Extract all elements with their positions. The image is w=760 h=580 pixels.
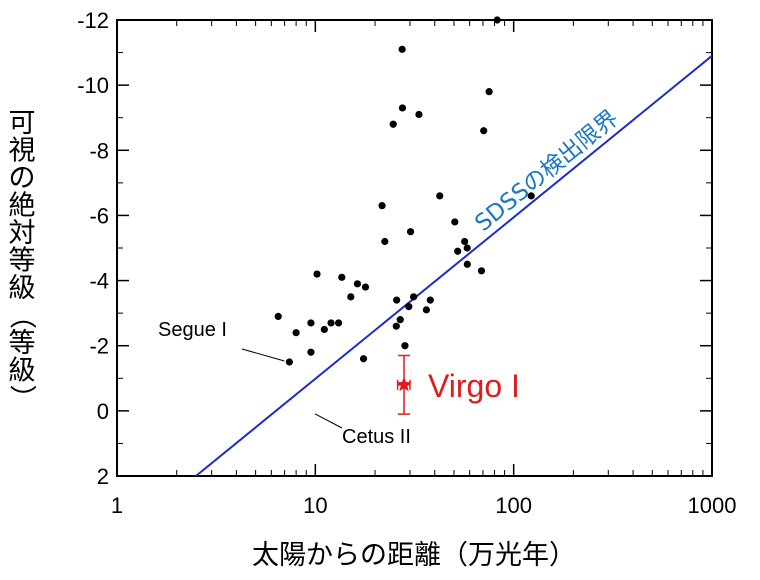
data-point [381, 237, 389, 246]
y-axis-title-char: 級 [9, 356, 36, 387]
data-point [320, 325, 328, 334]
y-axis-title-char: （ [6, 302, 37, 329]
data-point [463, 244, 471, 252]
data-point [313, 270, 321, 278]
y-axis-title-char: ） [6, 385, 37, 412]
data-point [463, 260, 471, 268]
data-point [436, 192, 444, 200]
x-axis-title: 太陽からの距離（万光年） [252, 540, 576, 571]
data-point [415, 110, 423, 119]
data-point [485, 88, 493, 96]
x-tick-label: 100 [495, 493, 532, 518]
data-point [401, 342, 409, 350]
y-axis-title-char: 対 [9, 218, 36, 249]
annotation-leader [241, 348, 285, 362]
detection-limit-label: SDSSの検出限界 [470, 105, 623, 237]
data-point [493, 16, 501, 24]
data-point [406, 228, 415, 236]
data-point [361, 283, 370, 291]
annotation-leader [314, 413, 343, 429]
y-axis-title-char: 視 [9, 136, 36, 167]
highlight-label: Virgo I [428, 368, 520, 404]
y-axis-title-char: 絶 [9, 191, 36, 222]
y-axis-title-char: 可 [9, 108, 36, 139]
plot-frame [116, 19, 713, 477]
data-point [274, 312, 282, 320]
y-tick-label: 0 [97, 399, 109, 424]
data-point [359, 355, 368, 363]
data-point [454, 247, 462, 255]
data-point [285, 358, 293, 366]
annotation-label: Segue I [158, 319, 227, 341]
data-point [405, 303, 413, 311]
data-point [410, 293, 418, 301]
data-point [527, 192, 535, 200]
y-tick-label: -8 [89, 138, 109, 163]
x-tick-label: 1 [111, 493, 123, 518]
y-tick-label: -6 [89, 203, 109, 228]
y-axis-title-char: の [9, 163, 36, 194]
data-point [480, 127, 488, 135]
data-point [338, 273, 346, 281]
data-point [398, 45, 406, 53]
y-tick-label: -2 [89, 334, 109, 359]
data-point [461, 237, 469, 246]
data-point [353, 280, 362, 288]
y-tick-label: -12 [77, 8, 109, 33]
x-tick-label: 10 [303, 493, 327, 518]
y-axis-title-char: 等 [9, 328, 36, 359]
data-point [378, 202, 386, 210]
data-point [307, 319, 315, 327]
data-point [347, 293, 355, 301]
data-point [393, 296, 401, 304]
data-point [327, 319, 335, 327]
data-point [292, 329, 300, 337]
y-tick-label: 2 [97, 464, 109, 489]
y-tick-label: -4 [89, 269, 109, 294]
annotation-label: Cetus II [342, 426, 411, 448]
detection-limit-line [195, 55, 712, 476]
highlight-star-marker [396, 376, 412, 392]
data-point [334, 319, 343, 327]
x-tick-label: 1000 [688, 493, 737, 518]
data-point [398, 104, 407, 112]
data-point [451, 218, 459, 226]
data-point [307, 348, 315, 356]
data-point [477, 267, 486, 275]
data-point [396, 316, 404, 324]
data-point [422, 306, 430, 314]
data-point [389, 120, 397, 128]
y-axis-title-char: 級 [9, 273, 36, 304]
y-tick-label: -10 [77, 73, 109, 98]
y-axis-title-char: 等 [9, 246, 36, 277]
data-point [426, 296, 434, 304]
data-point [392, 322, 400, 330]
